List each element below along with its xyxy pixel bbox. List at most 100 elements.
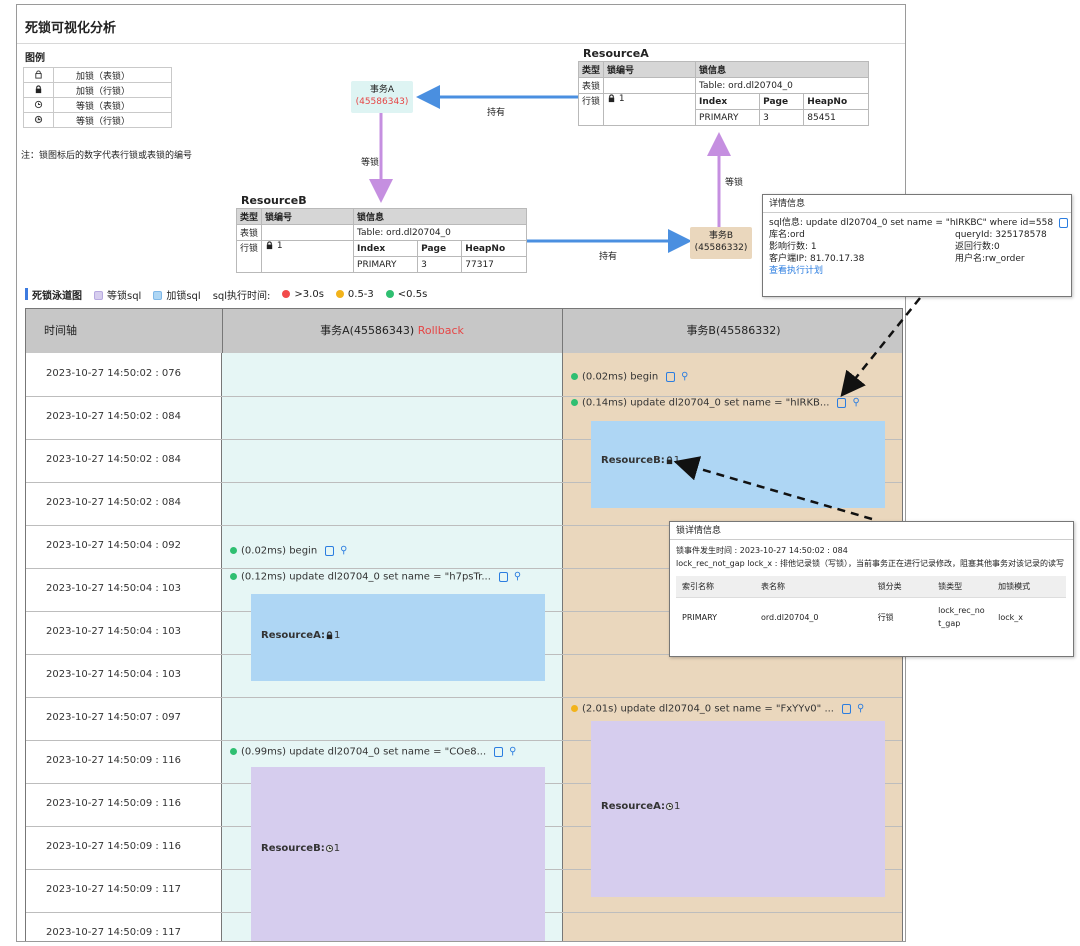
cell-type: 行锁 <box>577 93 605 126</box>
view-plan-link[interactable]: 查看执行计划 <box>769 266 824 276</box>
sql-event[interactable]: (0.02ms) begin ⚲ <box>571 371 689 383</box>
time-green: <0.5s <box>385 289 427 300</box>
copy-icon[interactable] <box>666 371 676 382</box>
col-type: 类型 <box>235 208 263 225</box>
timestamp: 2023-10-27 14:50:09 : 116 <box>46 841 182 852</box>
transaction-a-node[interactable]: 事务A (45586343) <box>351 81 413 113</box>
sub-header: Page <box>759 93 805 110</box>
cell-mode: lock_x <box>998 612 1023 622</box>
search-icon[interactable]: ⚲ <box>852 397 860 408</box>
col-lock-no: 锁编号 <box>261 208 355 225</box>
col-lock-info: 锁信息 <box>695 61 869 78</box>
timestamp: 2023-10-27 14:50:04 : 092 <box>46 540 182 551</box>
timestamp: 2023-10-27 14:50:09 : 117 <box>46 884 182 895</box>
user-name: 用户名:rw_order <box>955 254 1025 264</box>
resource-b-title: ResourceB <box>241 194 307 207</box>
time-orange: 0.5-3 <box>335 289 374 300</box>
timestamp: 2023-10-27 14:50:07 : 097 <box>46 712 182 723</box>
affected-rows: 影响行数: 1 <box>769 242 817 252</box>
lock-filled-icon <box>266 241 273 250</box>
returned-rows: 返回行数:0 <box>955 242 1000 252</box>
header-a-label: 事务A(45586343) <box>320 324 415 337</box>
timestamp: 2023-10-27 14:50:09 : 117 <box>46 927 182 938</box>
tx-a-name: 事务A <box>369 85 395 95</box>
header-transaction-a: 事务A(45586343) Rollback <box>222 309 563 353</box>
col-type: 类型 <box>577 61 605 78</box>
timestamp: 2023-10-27 14:50:09 : 116 <box>46 755 182 766</box>
legend-row: 加锁（行锁） <box>23 82 172 98</box>
legend-table: 加锁（表锁） 加锁（行锁） 等锁（表锁） 等锁（行锁） <box>23 67 172 128</box>
copy-icon[interactable] <box>842 703 851 714</box>
lock-swatch <box>153 291 163 300</box>
sub-header: Index <box>353 240 419 257</box>
hold-label-a: 持有 <box>487 108 506 118</box>
cell-class: 行锁 <box>877 612 894 622</box>
sql-event[interactable]: (0.02ms) begin ⚲ <box>230 545 348 557</box>
cell-info: Table: ord.dl20704_0 <box>695 77 869 94</box>
lock-number: 1 <box>276 241 283 251</box>
page-title: 死锁可视化分析 <box>25 21 117 36</box>
sub-value: 3 <box>759 109 805 126</box>
lock-block-a1[interactable]: ResourceA: 1 <box>251 594 545 681</box>
sub-value: PRIMARY <box>353 256 419 273</box>
lock-block-b1[interactable]: ResourceB: 1 <box>591 421 885 508</box>
db-name: 库名:ord <box>769 230 805 240</box>
orange-dot <box>335 289 344 298</box>
rollback-badge: Rollback <box>417 324 464 337</box>
lock-number: 1 <box>333 843 341 854</box>
client-ip: 客户端IP: 81.70.17.38 <box>769 254 865 264</box>
th-class: 锁分类 <box>871 576 933 598</box>
legend-lock-label: 加锁sql <box>166 290 201 302</box>
cell-lock-no: 1 <box>261 240 355 273</box>
wait-block-b2[interactable]: ResourceA: 1 <box>591 721 885 897</box>
accent-bar <box>25 288 28 300</box>
legend-lock: 加锁sql <box>153 287 201 302</box>
search-icon[interactable]: ⚲ <box>681 371 689 382</box>
copy-icon[interactable] <box>494 746 504 757</box>
detail-popup-title: 详情信息 <box>763 195 1071 213</box>
sql-info-row: sql信息: update dl20704_0 set name = "hIRK… <box>769 217 1069 229</box>
copy-icon[interactable] <box>325 545 335 556</box>
sql-event[interactable]: (0.99ms) update dl20704_0 set name = "CO… <box>230 746 516 758</box>
search-icon[interactable]: ⚲ <box>857 703 865 714</box>
resource-a-title: ResourceA <box>583 47 649 60</box>
sql-text: (0.12ms) update dl20704_0 set name = "h7… <box>241 571 491 583</box>
timestamp: 2023-10-27 14:50:02 : 084 <box>46 411 182 422</box>
lock-filled-icon <box>326 630 333 639</box>
query-id: queryId: 325178578 <box>955 230 1047 240</box>
header-time-axis: 时间轴 <box>44 324 77 337</box>
time-red: >3.0s <box>282 289 324 300</box>
sql-label: sql信息: <box>769 218 803 228</box>
copy-icon[interactable] <box>1059 217 1069 228</box>
tx-a-id: (45586343) <box>355 97 409 107</box>
search-icon[interactable]: ⚲ <box>509 746 517 757</box>
lock-popup-title: 锁详情信息 <box>670 522 1073 540</box>
timeline-legend: 死锁泳道图 等锁sql 加锁sql sql执行时间: >3.0s 0.5-3 <… <box>17 283 905 305</box>
green-dot <box>230 573 237 580</box>
search-icon[interactable]: ⚲ <box>513 571 522 582</box>
sql-text: (0.14ms) update dl20704_0 set name = "hI… <box>582 397 830 409</box>
sql-event[interactable]: (2.01s) update dl20704_0 set name = "FxY… <box>571 703 864 715</box>
lock-table-header: 索引名称 表名称 锁分类 锁类型 加锁模式 <box>676 576 1066 598</box>
legend-title: 图例 <box>25 53 45 64</box>
cell-table: ord.dl20704_0 <box>761 612 819 622</box>
sql-event[interactable]: (0.14ms) update dl20704_0 set name = "hI… <box>571 397 860 409</box>
wait-swatch <box>94 291 103 300</box>
legend-wait: 等锁sql <box>94 287 141 302</box>
sql-event[interactable]: (0.12ms) update dl20704_0 set name = "h7… <box>230 571 521 583</box>
lock-event-time: 锁事件发生时间 : 2023-10-27 14:50:02 : 084 <box>676 546 848 555</box>
resource-a-table: 类型 锁编号 锁信息 表锁 Table: ord.dl20704_0 行锁 1 Inde… <box>577 61 869 126</box>
copy-icon[interactable] <box>837 397 847 408</box>
copy-icon[interactable] <box>498 571 508 582</box>
cell-type: lock_rec_not_gap <box>938 606 985 628</box>
row-divider <box>26 740 902 741</box>
timeline-header: 时间轴 事务A(45586343) Rollback 事务B(45586332) <box>26 309 902 353</box>
wait-block-a2[interactable]: ResourceB: 1 <box>251 767 545 941</box>
wait-lock-row-icon <box>325 844 333 852</box>
search-icon[interactable]: ⚲ <box>340 545 348 556</box>
transaction-b-node[interactable]: 事务B (45586332) <box>690 227 752 259</box>
lock-table-row: PRIMARY ord.dl20704_0 行锁 lock_rec_not_ga… <box>676 598 1066 637</box>
timestamp: 2023-10-27 14:50:04 : 103 <box>46 626 182 637</box>
row-divider <box>26 697 902 698</box>
detail-popup: 详情信息 sql信息: update dl20704_0 set name = … <box>762 194 1072 297</box>
